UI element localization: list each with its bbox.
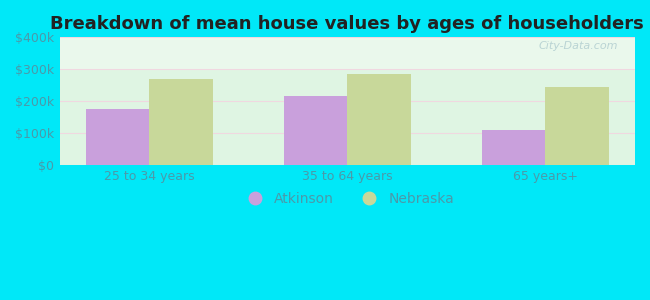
Text: City-Data.com: City-Data.com bbox=[538, 41, 617, 51]
Bar bbox=[86, 109, 150, 165]
Title: Breakdown of mean house values by ages of householders: Breakdown of mean house values by ages o… bbox=[51, 15, 644, 33]
Legend: Atkinson, Nebraska: Atkinson, Nebraska bbox=[235, 187, 460, 211]
Bar bbox=[50, 37, 645, 69]
Bar bbox=[545, 87, 609, 165]
Bar bbox=[347, 74, 411, 165]
Bar bbox=[482, 130, 545, 165]
Bar bbox=[150, 79, 213, 165]
Bar bbox=[284, 96, 347, 165]
